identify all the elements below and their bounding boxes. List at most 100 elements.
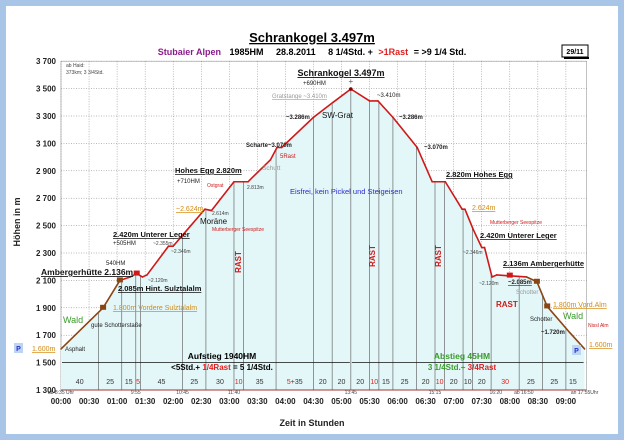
segment-extra: +35: [291, 379, 303, 386]
y-tick-label: 1 900: [36, 304, 57, 313]
descent-rest: 3/4Rast: [468, 363, 497, 372]
label-2813: 2.813m: [247, 185, 264, 191]
segment-duration-label: 10: [464, 379, 472, 386]
segment-duration-label: 20: [338, 379, 346, 386]
clock-time-label: 9:55: [131, 390, 141, 396]
x-tick-label: 05:30: [359, 397, 380, 406]
ambergerhuette-right: 2.136m Ambergerhütte: [503, 259, 584, 268]
hut-icon-ambergerhuette: [133, 270, 140, 276]
clock-time-label: 10:45: [176, 390, 189, 396]
nissl-alm: Nissl Alm: [588, 323, 609, 329]
wald-right: Wald: [563, 311, 583, 321]
segment-duration-label: 25: [550, 379, 558, 386]
clock-time-label: 11:40: [228, 390, 240, 396]
schotterstrasse-label: gute Schotterstaße: [91, 323, 142, 329]
note-from-haid-distance: 373km; 3 3/4Std.: [66, 70, 104, 76]
y-tick-label: 2 500: [36, 222, 57, 231]
x-tick-label: 08:30: [528, 397, 549, 406]
label-3410-right: ~3.410m: [377, 93, 401, 99]
wald-left: Wald: [63, 315, 83, 325]
profile-segment: [102, 279, 121, 309]
profile-area: [61, 89, 587, 391]
mutterberger-left: Mutterberger Seespitze: [212, 227, 264, 233]
profile-segment: [568, 331, 586, 350]
axis-ticks: 1 300 1 500 1 700 1 900 2 100 2 300 2 500 2 700…: [36, 57, 577, 406]
segment-duration-label: 35: [256, 379, 264, 386]
segment-duration-label: 20: [450, 379, 458, 386]
hohes-egg-right-label: 2.820m Hohes Egg: [446, 170, 513, 179]
y-axis-label: Höhen in m: [12, 198, 22, 247]
descent-summary: 3 1/4Std.+ 3/4Rast: [428, 363, 497, 372]
label-3070-right: ~3.070m: [424, 145, 448, 151]
ascent-rest: 1/4Rast: [202, 363, 231, 372]
segment-duration-label: 30: [216, 379, 224, 386]
segment-duration-label: 25: [527, 379, 535, 386]
ambergerhuette-left: Ambergerhütte 2.136m: [41, 267, 134, 277]
rest-5-label: 5Rast: [280, 154, 296, 160]
ascent-title: Aufstieg 1940HM: [188, 351, 257, 361]
parking-label-right: P: [574, 348, 579, 355]
rest-time: >1Rast: [378, 47, 408, 57]
rast-label-2: RAST: [368, 245, 377, 267]
gratstange-label: Gratstange ~3.410m: [272, 94, 327, 100]
label-2355: ~2.355m: [153, 241, 173, 247]
total-time: = >9 1/4 Std.: [414, 47, 467, 57]
x-tick-label: 01:00: [107, 397, 128, 406]
x-tick-label: 04:30: [303, 397, 324, 406]
summit-label: Schrankogel 3.497m: [297, 68, 384, 78]
x-tick-label: 03:30: [247, 397, 268, 406]
segment-duration-label: 25: [190, 379, 198, 386]
region: Stubaier Alpen: [158, 47, 221, 57]
profile-segment: [141, 274, 148, 278]
unterer-leger-hm: +505HM: [113, 241, 136, 247]
x-tick-label: 01:30: [135, 397, 156, 406]
y-tick-label: 2 900: [36, 167, 57, 176]
hohes-egg-label: Hohes Egg 2.820m: [175, 166, 242, 175]
descent-time: 3 1/4Std.+: [428, 363, 466, 372]
x-tick-label: 02:30: [191, 397, 212, 406]
schotter-right: Schotter: [516, 290, 538, 296]
schutt-label: Schutt: [262, 165, 281, 172]
y-tick-label: 1 300: [36, 386, 57, 395]
clock-time-label: an 17:55Uhr: [571, 390, 599, 396]
x-tick-label: 08:00: [500, 397, 521, 406]
segment-duration-label: 30: [501, 379, 509, 386]
parking-icon-right: [572, 345, 581, 355]
profile-segment: [312, 101, 334, 119]
total-hm: 1985HM: [229, 47, 263, 57]
segment-duration-label: 25: [106, 379, 114, 386]
clock-time-label: 15:15: [429, 390, 442, 396]
rast-label-1: RAST: [234, 251, 243, 273]
label-3286-left: ~3.286m: [286, 115, 310, 121]
moraene-label: Moräne: [200, 217, 228, 226]
profile-segment: [172, 234, 184, 247]
segment-labels: 40 25 15 5 45 25 30 10 35 5+35 20 20 20 10 15 25 20 10 20 1…: [48, 379, 599, 396]
segment-duration-label: 5: [136, 379, 140, 386]
y-tick-label: 3 500: [36, 85, 57, 94]
label-2624-right: 2.624m: [472, 205, 496, 212]
walk-time: 8 1/4Std. +: [328, 47, 373, 57]
segment-duration-label: 45: [158, 379, 166, 386]
descent-title: Abstieg 45HM: [434, 351, 490, 361]
hohes-egg-hm: +710HM: [177, 179, 200, 185]
label-3286-right: ~3.286m: [399, 115, 423, 121]
x-tick-label: 06:00: [387, 397, 408, 406]
unterer-leger-left: 2.420m Unterer Leger: [113, 230, 190, 239]
profile-segment: [280, 116, 315, 149]
segment-duration-label: 20: [422, 379, 430, 386]
label-2614: 2.614m: [212, 211, 229, 217]
y-tick-label: 2 300: [36, 249, 57, 258]
profile-fill: [61, 89, 585, 391]
profile-segment: [210, 180, 235, 212]
x-tick-label: 07:00: [443, 397, 464, 406]
note-from-haid: ab Haid:: [66, 63, 85, 69]
y-tick-label: 1 700: [36, 331, 57, 340]
chart-title: Schrankogel 3.497m: [249, 30, 375, 45]
parking-icon-left: [14, 343, 23, 353]
clock-time-label: ab 16:50: [514, 390, 534, 396]
segment-duration-label: 15: [125, 379, 133, 386]
x-tick-label: 00:30: [79, 397, 100, 406]
x-axis-label: Zeit in Stunden: [280, 418, 345, 428]
label-2085-right: ~2.085m: [508, 280, 532, 286]
